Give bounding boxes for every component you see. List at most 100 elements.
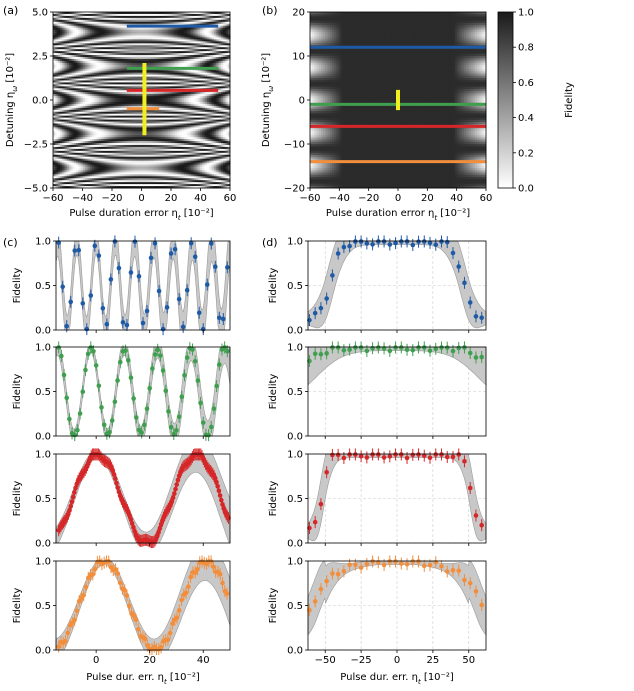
heatmap-cell bbox=[74, 166, 77, 169]
heatmap-cell bbox=[56, 23, 59, 27]
heatmap-cell bbox=[72, 62, 75, 66]
heatmap-cell bbox=[72, 144, 75, 148]
heatmap-cell bbox=[70, 148, 73, 152]
heatmap-cell bbox=[70, 170, 73, 173]
heatmap-cell bbox=[79, 117, 82, 120]
heatmap-cell bbox=[74, 17, 77, 21]
heatmap-cell bbox=[53, 70, 56, 74]
heatmap-cell bbox=[83, 111, 86, 115]
heatmap-cell bbox=[53, 15, 56, 19]
heatmap-cell bbox=[58, 43, 61, 46]
heatmap-cell bbox=[81, 60, 84, 64]
heatmap-cell bbox=[67, 115, 70, 118]
heatmap-cell bbox=[88, 164, 91, 167]
heatmap-cell bbox=[61, 96, 65, 99]
heatmap-cell bbox=[90, 27, 93, 30]
heatmap-cell bbox=[53, 135, 56, 138]
heatmap-cell bbox=[65, 103, 68, 107]
heatmap-cell bbox=[61, 123, 65, 126]
heatmap-cell bbox=[77, 182, 80, 185]
heatmap-cell bbox=[74, 47, 77, 50]
heatmap-cell bbox=[77, 21, 80, 25]
heatmap-cell bbox=[84, 68, 88, 72]
heatmap-cell bbox=[79, 113, 82, 117]
panel-label-c: (c) bbox=[3, 236, 18, 249]
heatmap-cell bbox=[60, 51, 63, 54]
heatmap-cell bbox=[84, 131, 88, 134]
heatmap-cell bbox=[72, 13, 75, 17]
heatmap-cell bbox=[63, 96, 66, 99]
heatmap-cell bbox=[88, 80, 91, 83]
heatmap-cell bbox=[83, 168, 86, 171]
heatmap-cell bbox=[81, 90, 84, 93]
heatmap-cell bbox=[63, 76, 66, 79]
heatmap-cell bbox=[77, 43, 80, 46]
heatmap-cell bbox=[68, 17, 72, 21]
heatmap-cell bbox=[83, 66, 86, 70]
heatmap-cell bbox=[56, 117, 59, 120]
heatmap-cell bbox=[56, 115, 59, 118]
heatmap-cell bbox=[81, 154, 84, 158]
heatmap-cell bbox=[67, 184, 70, 187]
heatmap-cell bbox=[53, 160, 56, 163]
heatmap-cell bbox=[77, 158, 80, 162]
heatmap-cell bbox=[88, 103, 91, 107]
heatmap-cell bbox=[76, 123, 79, 126]
heatmap-cell bbox=[72, 172, 75, 175]
heatmap-cell bbox=[77, 45, 80, 48]
heatmap-cell bbox=[79, 41, 82, 44]
heatmap-cell bbox=[81, 74, 84, 77]
heatmap-cell bbox=[77, 60, 80, 64]
heatmap-cell bbox=[72, 17, 75, 21]
heatmap-cell bbox=[60, 117, 63, 120]
heatmap-cell bbox=[65, 184, 68, 187]
heatmap-cell bbox=[60, 25, 63, 29]
heatmap-cell bbox=[72, 35, 75, 38]
heatmap-cell bbox=[76, 156, 79, 160]
heatmap-cell bbox=[88, 146, 91, 150]
heatmap-cell bbox=[65, 41, 68, 44]
heatmap-cell bbox=[70, 68, 73, 72]
heatmap-cell bbox=[65, 107, 68, 111]
heatmap-cell bbox=[54, 60, 57, 64]
heatmap-cell bbox=[88, 92, 91, 95]
heatmap-cell bbox=[77, 78, 80, 81]
heatmap-cell bbox=[77, 47, 80, 50]
heatmap-cell bbox=[70, 182, 73, 185]
heatmap-cell bbox=[63, 35, 66, 38]
heatmap-cell bbox=[76, 137, 79, 140]
heatmap-cell bbox=[54, 84, 57, 87]
heatmap-cell bbox=[61, 41, 65, 44]
heatmap-cell bbox=[84, 186, 88, 189]
heatmap-cell bbox=[74, 12, 77, 15]
heatmap-cell bbox=[58, 37, 61, 40]
heatmap-cell bbox=[65, 17, 68, 21]
heatmap-cell bbox=[70, 64, 73, 68]
heatmap-cell bbox=[67, 19, 70, 23]
heatmap-cell bbox=[58, 186, 61, 189]
heatmap-cell bbox=[54, 49, 57, 52]
heatmap-cell bbox=[58, 53, 61, 56]
heatmap-cell bbox=[61, 158, 65, 162]
heatmap-cell bbox=[56, 98, 59, 101]
heatmap-cell bbox=[76, 12, 79, 15]
heatmap-cell bbox=[76, 76, 79, 79]
heatmap-cell bbox=[53, 178, 56, 181]
heatmap-cell bbox=[88, 135, 91, 138]
heatmap-cell bbox=[65, 49, 68, 52]
heatmap-cell bbox=[56, 62, 59, 66]
heatmap-cell bbox=[77, 115, 80, 118]
heatmap-cell bbox=[74, 82, 77, 85]
heatmap-cell bbox=[63, 103, 66, 107]
heatmap-cell bbox=[68, 125, 72, 128]
heatmap-cell bbox=[61, 58, 65, 62]
heatmap-cell bbox=[79, 125, 82, 128]
heatmap-cell bbox=[88, 186, 91, 189]
heatmap-cell bbox=[60, 60, 63, 64]
heatmap-cell bbox=[68, 29, 72, 32]
heatmap-cell bbox=[79, 111, 82, 115]
heatmap-cell bbox=[58, 156, 61, 160]
heatmap-cell bbox=[65, 72, 68, 75]
heatmap-cell bbox=[68, 133, 72, 136]
heatmap-cell bbox=[63, 115, 66, 118]
